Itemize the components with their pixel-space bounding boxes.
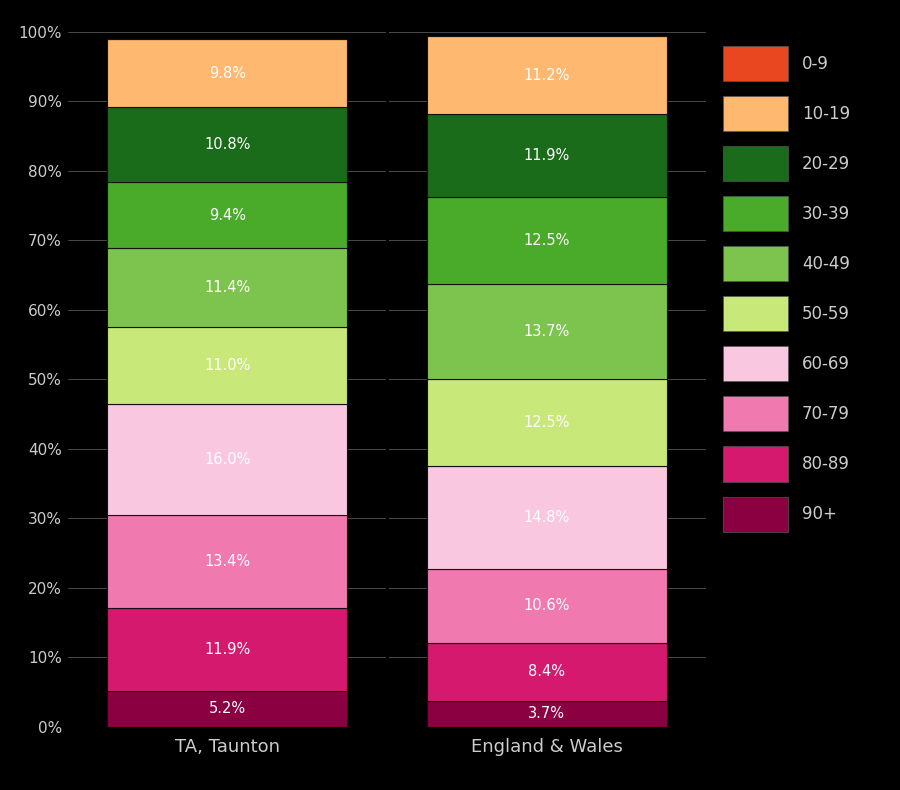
Text: 13.4%: 13.4%	[204, 554, 250, 569]
Bar	[427, 197, 667, 284]
Bar	[107, 107, 347, 182]
FancyBboxPatch shape	[724, 146, 788, 181]
Text: 70-79: 70-79	[802, 405, 850, 423]
Text: 12.5%: 12.5%	[524, 416, 570, 430]
FancyBboxPatch shape	[724, 296, 788, 331]
FancyBboxPatch shape	[724, 397, 788, 431]
Bar	[107, 515, 347, 608]
Text: 10-19: 10-19	[802, 104, 850, 122]
Text: 12.5%: 12.5%	[524, 233, 570, 248]
Text: 16.0%: 16.0%	[204, 452, 250, 467]
Text: 30-39: 30-39	[802, 205, 850, 223]
Text: 0-9: 0-9	[802, 55, 829, 73]
Text: 90+: 90+	[802, 505, 837, 523]
Text: 9.8%: 9.8%	[209, 66, 246, 81]
Bar	[427, 569, 667, 643]
Bar	[107, 248, 347, 327]
Text: 11.2%: 11.2%	[524, 68, 570, 83]
FancyBboxPatch shape	[724, 246, 788, 281]
FancyBboxPatch shape	[724, 446, 788, 482]
Bar	[427, 36, 667, 115]
FancyBboxPatch shape	[724, 346, 788, 382]
FancyBboxPatch shape	[724, 497, 788, 532]
Text: 50-59: 50-59	[802, 305, 850, 323]
Text: 14.8%: 14.8%	[524, 510, 570, 525]
Bar	[107, 182, 347, 248]
FancyBboxPatch shape	[724, 46, 788, 81]
Text: 11.4%: 11.4%	[204, 280, 250, 295]
Text: 13.7%: 13.7%	[524, 324, 570, 339]
FancyBboxPatch shape	[724, 96, 788, 131]
Bar	[107, 404, 347, 515]
Text: 11.9%: 11.9%	[524, 149, 570, 164]
Bar	[107, 608, 347, 690]
Bar	[427, 284, 667, 379]
FancyBboxPatch shape	[724, 196, 788, 231]
Text: 10.6%: 10.6%	[524, 598, 570, 613]
Text: 40-49: 40-49	[802, 255, 850, 273]
Text: 11.9%: 11.9%	[204, 641, 250, 656]
Text: 9.4%: 9.4%	[209, 208, 246, 223]
Text: 20-29: 20-29	[802, 155, 850, 173]
Bar	[107, 690, 347, 727]
Text: 5.2%: 5.2%	[209, 702, 246, 717]
Bar	[427, 115, 667, 197]
Bar	[107, 327, 347, 404]
Text: 3.7%: 3.7%	[528, 706, 565, 721]
Bar	[427, 379, 667, 466]
Text: 80-89: 80-89	[802, 455, 850, 473]
Text: 60-69: 60-69	[802, 355, 850, 373]
Bar	[427, 643, 667, 701]
Bar	[427, 466, 667, 569]
Text: 10.8%: 10.8%	[204, 137, 250, 152]
Text: 11.0%: 11.0%	[204, 358, 250, 373]
Text: 8.4%: 8.4%	[528, 664, 565, 679]
Bar	[427, 701, 667, 727]
Bar	[107, 40, 347, 107]
